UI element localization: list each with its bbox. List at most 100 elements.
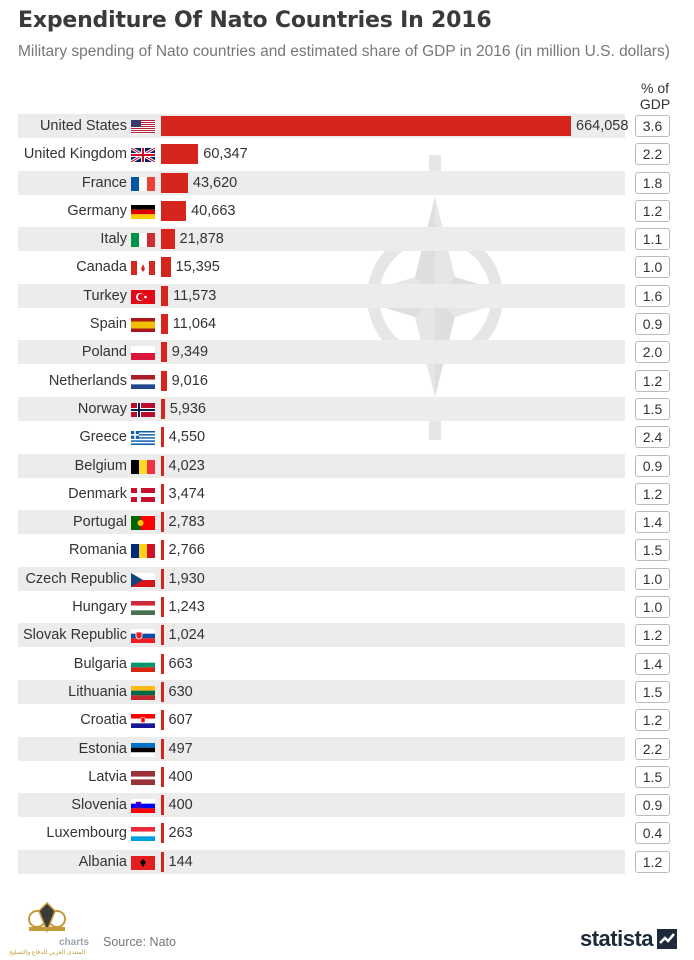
bar [161,370,167,391]
uk-flag-icon [131,148,155,163]
value-label: 9,016 [171,372,208,389]
bulgaria-flag-icon [131,657,155,672]
portugal-flag-icon [131,516,155,531]
bar-row: Romania 2,766 1.5 [18,538,694,562]
bar-row: Czech Republic 1,930 1.0 [18,566,694,591]
belgium-flag-icon [131,459,155,474]
logo-text: charts [59,937,90,948]
bar [161,116,571,136]
romania-flag-icon [131,544,155,559]
value-label: 60,347 [203,146,248,163]
row-band [18,340,625,365]
value-label: 2,783 [168,514,205,531]
gdp-share-badge: 1.2 [635,369,670,392]
value-label: 607 [168,712,193,729]
gdp-share-badge: 1.5 [635,397,670,420]
gdp-share-badge: 1.0 [635,567,670,590]
bar [161,483,164,504]
bar [161,738,164,759]
bar-row: Germany 40,663 1.2 [18,199,694,223]
turkey-flag-icon [131,289,155,304]
country-label: Spain [89,316,127,333]
bar-row: Netherlands 9,016 1.2 [18,369,694,393]
country-label: Turkey [83,287,127,304]
bar-row: Italy 21,878 1.1 [18,227,694,252]
value-label: 1,024 [168,627,205,644]
country-label: United Kingdom [23,146,127,163]
country-label: Italy [100,231,127,248]
bar [161,229,175,250]
row-band [18,227,625,252]
bar-row: Luxembourg 263 0.4 [18,821,694,845]
row-band [18,453,625,478]
netherlands-flag-icon [131,374,155,389]
value-label: 40,663 [191,202,236,219]
gdp-share-badge: 0.4 [635,822,670,845]
bar-row: Portugal 2,783 1.4 [18,510,694,535]
croatia-flag-icon [131,714,155,729]
gdp-share-badge: 1.5 [635,539,670,562]
country-label: Hungary [72,599,127,616]
gdp-share-badge: 1.2 [635,482,670,505]
value-label: 144 [168,853,193,870]
value-label: 11,573 [173,287,217,304]
albania-flag-icon [131,855,155,870]
gdp-header-line2: GDP [639,96,671,112]
gdp-share-badge: 2.0 [635,341,670,364]
us-flag-icon [131,120,155,134]
chart-title: Expenditure Of Nato Countries In 2016 [18,8,492,33]
bar-row: Canada 15,395 1.0 [18,255,694,279]
bar [161,200,187,221]
bar [161,597,164,618]
forum-logo: charts المنتدى العربي للدفاع والتسليح [5,899,95,957]
estonia-flag-icon [131,742,155,757]
value-label: 497 [168,740,193,757]
gdp-share-badge: 1.8 [635,171,670,194]
shield-emblem-icon [28,901,66,934]
bar-row: Lithuania 630 1.5 [18,679,694,704]
value-label: 1,243 [168,599,205,616]
bar-row: Greece 4,550 2.4 [18,425,694,449]
country-label: Bulgaria [73,655,127,672]
bar [161,257,171,278]
bar [161,851,164,872]
bar [161,427,164,448]
row-band [18,510,625,535]
gdp-share-badge: 1.4 [635,511,670,534]
bar-row: Bulgaria 663 1.4 [18,652,694,676]
country-label: Netherlands [48,372,127,389]
denmark-flag-icon [131,487,155,502]
italy-flag-icon [131,233,155,248]
bar [161,766,164,787]
bar-chart: United States 664,058 3.6 United Kingdom 60,… [18,114,694,878]
value-label: 630 [168,683,193,700]
value-label: 43,620 [192,174,238,191]
country-label: Canada [76,259,127,276]
country-label: Denmark [68,485,127,502]
bar [161,285,169,306]
gdp-share-badge: 2.4 [635,426,670,449]
bar [161,625,164,646]
norway-flag-icon [131,402,155,417]
lithuania-flag-icon [131,685,155,700]
value-label: 400 [168,768,193,785]
gdp-share-badge: 0.9 [635,794,670,817]
gdp-share-badge: 1.0 [635,596,670,619]
bar [161,568,164,589]
bar [161,314,168,335]
bar-row: Norway 5,936 1.5 [18,396,694,421]
statista-logo-icon [657,929,677,949]
bar-row: France 43,620 1.8 [18,170,694,195]
value-label: 9,349 [171,344,209,361]
bar [161,398,165,419]
value-label: 263 [168,825,193,842]
value-label: 5,936 [169,400,206,417]
bar [161,823,164,844]
chart-subtitle: Military spending of Nato countries and … [18,43,670,60]
bar-row: United Kingdom 60,347 2.2 [18,142,694,166]
gdp-share-badge: 1.1 [635,228,670,251]
row-band [18,793,625,818]
bar [161,681,164,702]
gdp-header-line1: % of [640,80,669,96]
germany-flag-icon [131,204,155,219]
